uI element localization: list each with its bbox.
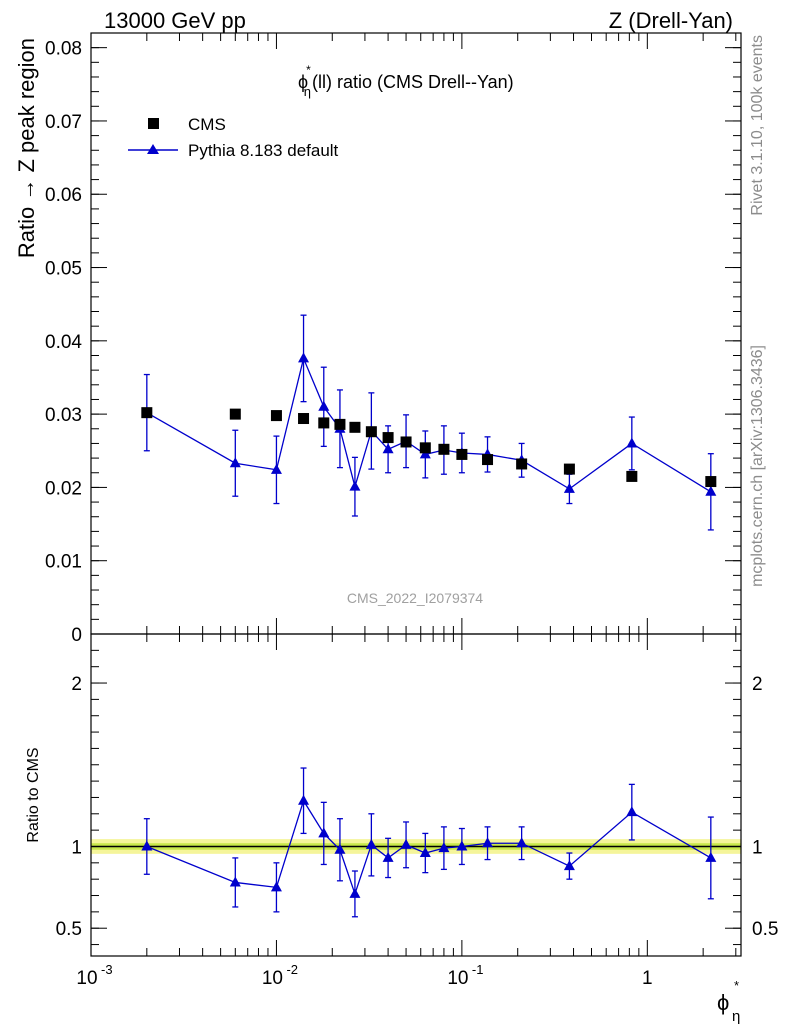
xlabel-eta: η (732, 1008, 740, 1024)
x-tick-label-exponent: -1 (472, 962, 484, 977)
pythia-ratio-point (400, 838, 412, 849)
pythia-point (626, 437, 638, 448)
y-tick-label: 1 (71, 837, 82, 858)
title-eta: η (304, 84, 311, 99)
pythia-ratio-line (146, 799, 712, 896)
panel-frame (90, 633, 742, 957)
y-tick-label: 0.08 (45, 39, 82, 60)
x-tick-label-exponent: -3 (101, 962, 113, 977)
pythia-ratio-point (705, 851, 717, 862)
main-panel: 0 0.01 0.02 0.03 0.04 0.05 0.06 0.07 0.08 (45, 32, 742, 646)
legend-cms-marker (148, 118, 159, 129)
cms-data-point (318, 417, 330, 429)
pythia-ratio-point (349, 887, 361, 898)
cms-data-point (229, 408, 241, 420)
analysis-watermark: CMS_2022_I2079374 (347, 590, 483, 606)
x-tick-labels: 10 -3 10 -2 10 -1 1 (76, 962, 652, 989)
cms-data-point (626, 470, 638, 482)
energy-label: 13000 GeV pp (104, 8, 246, 33)
mcplots-label: mcplots.cern.ch [arXiv:1306.3436] (749, 345, 766, 587)
pythia-ratio-point (298, 794, 310, 805)
y-tick-label: 0.04 (45, 332, 82, 353)
pythia-point (318, 400, 330, 411)
y-tick-label: 0.03 (45, 405, 82, 426)
title-rest: (ll) ratio (CMS Drell--Yan) (312, 72, 514, 92)
pythia-point (229, 457, 241, 468)
cms-data-point (482, 454, 494, 466)
cms-data-point (705, 476, 717, 488)
rivet-label: Rivet 3.1.10, 100k events (749, 35, 766, 216)
pythia-ratio-point (318, 827, 330, 838)
y-tick-label: 2 (71, 674, 82, 695)
cms-data-point (334, 418, 346, 430)
y-tick-label-right: 2 (752, 674, 763, 695)
cms-data-point (382, 432, 394, 444)
cms-data-point (349, 421, 361, 433)
process-label: Z (Drell-Yan) (609, 8, 733, 33)
pythia-ratio-point (270, 881, 282, 892)
y-axis-label-ratio: Ratio to CMS (25, 747, 42, 842)
pythia-ratio-point (334, 843, 346, 854)
xlabel-phi: ϕ (717, 990, 729, 1015)
pythia-point (705, 485, 717, 496)
y-tick-label: 0.02 (45, 478, 82, 499)
pythia-ratio-point (563, 860, 575, 871)
svg-text:ϕ*η(ll) ratio (CMS Drell--Yan): ϕ* η(ll) ratio (CMS Drell--Yan) (298, 63, 514, 99)
y-tick-label-right: 1 (752, 837, 763, 858)
cms-data-point (438, 443, 450, 455)
ratio-panel: 0.5 0.5 1 1 2 2 (56, 633, 778, 957)
main-panel-title: ϕ* η(ll) ratio (CMS Drell--Yan) (298, 63, 514, 99)
x-tick-label: 1 (642, 968, 653, 989)
legend-mc-marker (147, 144, 159, 154)
y-tick-label: 0.05 (45, 259, 82, 280)
y-tick-label: 0.5 (56, 919, 82, 940)
y-tick-label-right: 0.5 (752, 919, 778, 940)
y-tick-label: 0 (71, 625, 82, 646)
y-axis-label-main: Ratio → Z peak region (14, 38, 39, 258)
pythia-ratio-point (419, 847, 431, 858)
title-star: * (306, 63, 311, 77)
legend-cms-label: CMS (188, 115, 226, 134)
x-axis-label: ϕ * η (717, 978, 740, 1024)
legend: CMS Pythia 8.183 default (128, 115, 339, 160)
cms-data-point (270, 410, 282, 422)
cms-data-point (365, 426, 377, 438)
x-tick-label-exponent: -2 (286, 962, 298, 977)
pythia-ratio-point (382, 851, 394, 862)
y-tick-label: 0.07 (45, 112, 82, 133)
cms-data-point (400, 436, 412, 448)
x-tick-label: 10 (76, 968, 97, 989)
x-tick-label: 10 (262, 968, 283, 989)
pythia-point (419, 448, 431, 459)
pythia-point (298, 352, 310, 363)
xlabel-star: * (734, 978, 739, 993)
svg-text:ϕ: ϕ (717, 990, 729, 1015)
cms-data-point (419, 442, 431, 454)
pythia-ratio-point (456, 840, 468, 851)
cms-data-point (141, 407, 153, 419)
cms-data-point (516, 458, 528, 470)
pythia-ratio-point (229, 876, 241, 887)
cms-data-point (298, 413, 310, 425)
pythia-point (270, 463, 282, 474)
cms-data-point (563, 463, 575, 475)
y-tick-label: 0.06 (45, 185, 82, 206)
pythia-ratio-point (141, 840, 153, 851)
pythia-point (382, 443, 394, 454)
pythia-ratio-point (482, 837, 494, 848)
title-phi: ϕ (298, 72, 308, 92)
pythia-ratio-point (365, 838, 377, 849)
pythia-point (563, 482, 575, 493)
x-tick-label: 10 (447, 968, 468, 989)
cms-data-point (456, 448, 468, 460)
pythia-ratio-point (516, 837, 528, 848)
pythia-point (349, 480, 361, 491)
y-tick-label: 0.01 (45, 552, 82, 573)
legend-mc-label: Pythia 8.183 default (188, 141, 339, 160)
pythia-ratio-point (626, 806, 638, 817)
pythia-ratio-point (438, 842, 450, 853)
pythia-line (146, 356, 712, 493)
